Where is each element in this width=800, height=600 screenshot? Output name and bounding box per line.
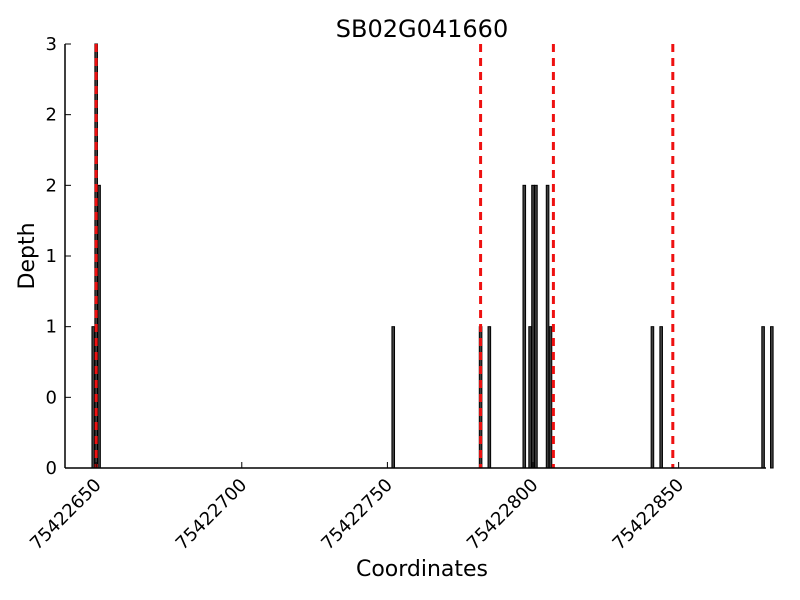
y-ticks: 0 0 1 1 2 2 3 xyxy=(46,34,71,479)
bar-10 xyxy=(545,184,550,469)
y-tick-label-4: 2 xyxy=(46,175,57,196)
bar-13 xyxy=(659,326,663,469)
plot-area: 0 0 1 1 2 2 3 75422650 75422700 75422750 75422800… xyxy=(26,34,774,554)
bar-3 xyxy=(391,326,396,469)
bar-9 xyxy=(534,184,538,469)
y-tick-label-5: 2 xyxy=(46,105,57,126)
chart-title: SB02G041660 xyxy=(336,15,508,43)
x-tick-label-3: 75422800 xyxy=(463,475,543,555)
bar-2 xyxy=(97,184,101,469)
x-ticks: 75422650 75422700 75422750 75422800 75422850 xyxy=(26,462,688,554)
x-tick-label-1: 75422700 xyxy=(172,475,252,555)
bar-15 xyxy=(770,326,774,469)
bar-14 xyxy=(761,326,765,469)
y-tick-label-1: 0 xyxy=(46,387,57,408)
bar-5 xyxy=(487,326,492,469)
y-axis-label: Depth xyxy=(15,222,40,289)
x-tick-label-2: 75422750 xyxy=(317,475,397,555)
bar-12 xyxy=(650,326,655,469)
y-tick-label-0: 0 xyxy=(46,458,57,479)
x-tick-label-4: 75422850 xyxy=(609,475,689,555)
bar-7 xyxy=(528,326,532,469)
bar-0 xyxy=(91,326,96,469)
bar-6 xyxy=(522,184,527,469)
bars xyxy=(91,43,774,469)
y-tick-label-6: 3 xyxy=(46,34,57,55)
y-tick-label-3: 1 xyxy=(46,246,57,267)
x-tick-label-0: 75422650 xyxy=(26,475,106,555)
bar-8 xyxy=(531,184,535,469)
x-axis-label: Coordinates xyxy=(356,557,488,582)
marker-lines xyxy=(94,44,675,468)
y-tick-label-2: 1 xyxy=(46,317,57,338)
bar-11 xyxy=(548,326,553,469)
